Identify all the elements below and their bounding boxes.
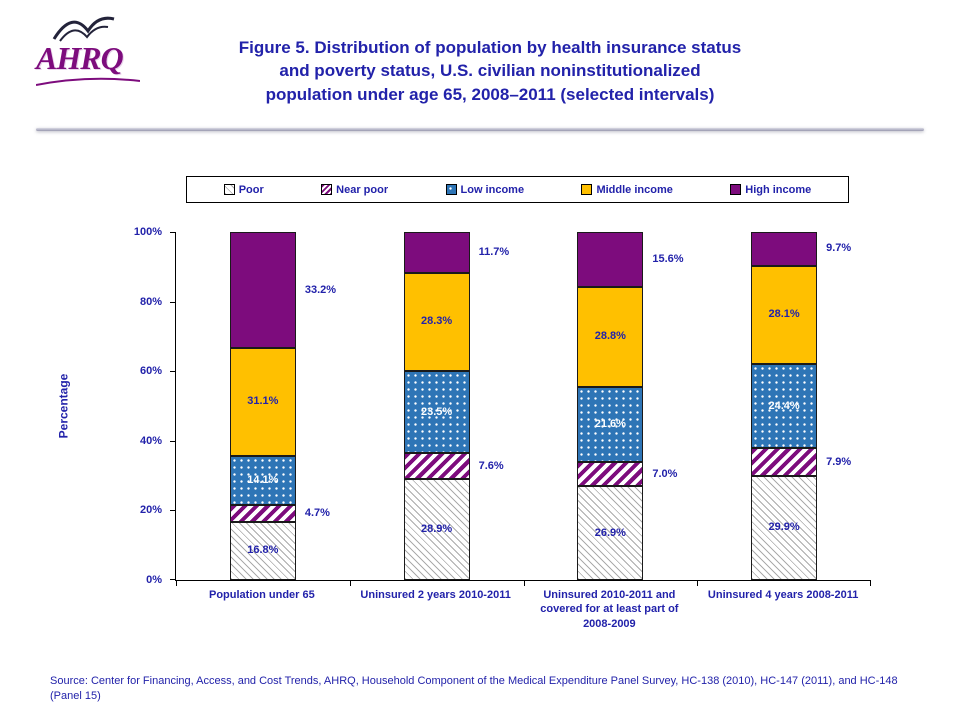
title-divider	[36, 128, 924, 131]
ahrq-logo-swoosh-icon	[35, 77, 141, 86]
y-tick-label: 60%	[139, 365, 162, 378]
bar-segment-middle-income	[229, 347, 296, 457]
bar-segment-near-poor	[751, 448, 818, 476]
y-tick-mark	[170, 510, 176, 512]
value-label-near-poor: 7.6%	[478, 459, 504, 472]
value-label-high-income: 15.6%	[652, 252, 684, 265]
legend-swatch-poor	[223, 184, 235, 195]
bar-segment-near-poor	[577, 462, 644, 487]
x-axis-label-4: Uninsured 4 years 2008-2011	[707, 589, 859, 601]
bar-segment-low-income	[577, 386, 644, 463]
value-label-high-income: 11.7%	[478, 245, 510, 258]
bar-segment-middle-income	[577, 286, 644, 387]
value-label-poor: 28.9%	[421, 523, 453, 536]
legend-swatch-high-income	[730, 184, 742, 195]
bar-segment-poor	[229, 521, 296, 580]
y-axis-title-text: Percentage	[56, 373, 71, 439]
legend-label: Poor	[238, 183, 264, 196]
value-label-high-income: 9.7%	[826, 242, 852, 255]
y-tick-mark	[170, 371, 176, 373]
x-axis-labels: Population under 65 Uninsured 2 years 201…	[175, 588, 870, 648]
figure-title-line-1: Figure 5. Distribution of population by …	[238, 38, 742, 57]
bar-segment-middle-income	[403, 272, 470, 372]
legend-label: Low income	[460, 183, 525, 196]
y-tick-label: 0%	[146, 574, 162, 586]
legend-item-middle-income: Middle income	[581, 183, 673, 196]
y-tick-mark	[170, 579, 176, 580]
legend-label: Middle income	[596, 183, 673, 196]
plot-area: 16.8% 4.7% 14.1% 31.1% 33.2% 28.9% 7.6% 23.5% 28…	[170, 232, 871, 586]
value-label-high-income: 33.2%	[304, 283, 337, 296]
legend-swatch-low-income	[445, 184, 457, 195]
ahrq-logo-text: AHRQ	[36, 40, 124, 76]
bar-segment-poor	[751, 475, 818, 580]
chart-legend: Poor Near poor Low income Middle income High…	[186, 176, 849, 203]
figure-title-line-3: population under age 65, 2008–2011 (sele…	[265, 84, 715, 104]
bar-segment-high-income	[577, 232, 644, 287]
value-label-middle-income: 28.8%	[594, 330, 626, 343]
y-axis: 0% 20% 40% 60% 80% 100%	[116, 226, 170, 586]
x-tick-mark	[523, 580, 525, 586]
x-tick-mark	[176, 580, 177, 586]
bar-segment-high-income	[751, 232, 818, 266]
y-tick-mark	[170, 440, 176, 442]
y-tick-label: 80%	[139, 295, 162, 308]
y-tick-label: 20%	[139, 504, 162, 517]
bar-segment-low-income	[403, 371, 470, 453]
bar-segment-high-income	[229, 232, 296, 348]
legend-swatch-near-poor	[321, 184, 333, 195]
legend-item-high-income: High income	[730, 184, 811, 196]
legend-swatch-middle-income	[581, 184, 593, 195]
y-tick-label: 100%	[133, 226, 162, 238]
y-tick-mark	[170, 301, 176, 303]
value-label-near-poor: 4.7%	[304, 506, 330, 519]
bar-segment-middle-income	[751, 265, 818, 364]
value-label-low-income: 14.1%	[247, 474, 279, 487]
x-axis-label-2: Uninsured 2 years 2010-2011	[360, 589, 511, 601]
value-label-poor: 26.9%	[594, 526, 626, 539]
legend-label: Near poor	[336, 183, 389, 196]
legend-item-poor: Poor	[223, 183, 264, 196]
value-label-near-poor: 7.0%	[652, 467, 678, 480]
bar-segment-low-income	[751, 363, 818, 449]
x-axis-label-3: Uninsured 2010-2011 and covered for at l…	[540, 589, 679, 630]
legend-item-near-poor: Near poor	[321, 184, 388, 196]
x-tick-mark	[870, 580, 871, 586]
value-label-poor: 16.8%	[247, 544, 279, 557]
x-tick-mark	[349, 580, 351, 586]
legend-label: High income	[745, 183, 812, 196]
y-axis-title: Percentage	[52, 232, 74, 580]
ahrq-eagle-icon	[52, 16, 115, 42]
bar-segment-low-income	[229, 456, 296, 506]
value-label-low-income: 23.5%	[421, 405, 453, 418]
x-tick-mark	[697, 580, 699, 586]
figure-title: Figure 5. Distribution of population by …	[160, 36, 820, 106]
figure-title-line-2: and poverty status, U.S. civilian nonins…	[279, 61, 701, 81]
bar-segment-near-poor	[403, 453, 470, 480]
value-label-middle-income: 31.1%	[247, 395, 279, 408]
source-text: Source: Center for Financing, Access, an…	[50, 675, 898, 702]
value-label-low-income: 24.4%	[768, 399, 800, 412]
value-label-middle-income: 28.1%	[768, 308, 800, 321]
value-label-near-poor: 7.9%	[826, 455, 852, 468]
bar-segment-poor	[403, 479, 470, 580]
bar-segment-poor	[577, 486, 644, 580]
value-label-poor: 29.9%	[768, 521, 800, 534]
value-label-low-income: 21.6%	[594, 417, 626, 430]
x-axis-label-1: Population under 65	[209, 589, 315, 601]
legend-item-low-income: Low income	[445, 183, 525, 196]
ahrq-logo: AHRQ	[35, 8, 156, 112]
bar-segment-high-income	[403, 232, 470, 273]
value-label-middle-income: 28.3%	[421, 315, 453, 328]
y-tick-mark	[170, 232, 176, 233]
bar-segment-near-poor	[229, 505, 296, 522]
y-tick-label: 40%	[139, 434, 162, 447]
